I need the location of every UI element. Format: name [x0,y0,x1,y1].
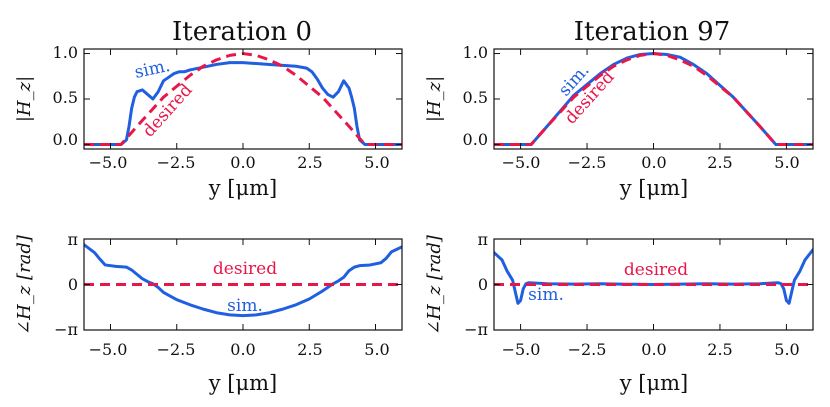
x-tick-label: 5.0 [364,153,389,172]
annotation-desired: desired [213,259,277,279]
annotation-sim: sim. [528,285,564,305]
series-layer [494,248,813,305]
x-tick-label: −2.5 [568,153,607,172]
panel-iteration-0-phase: −5.0 −2.5 0.0 2.5 5.0 −π 0 π y [μm] ∠H_z… [14,230,403,395]
y-tick-label: 1.0 [53,43,78,62]
series-line-sim [84,61,402,146]
panel-title: Iteration 97 [574,17,731,47]
panel-iteration-0-magnitude: Iteration 0 −5.0 −2.5 0.0 2.5 5.0 0.0 0.… [14,17,403,200]
annotation-desired: desired [139,80,197,141]
series-layer [84,243,402,318]
series-line-sim [494,248,813,305]
annotation-desired: desired [624,260,688,280]
tick-layer [84,238,402,331]
annotation-sim: sim. [227,296,263,316]
y-tick-label: 0.5 [53,88,78,107]
y-tick-label: 0 [478,275,488,294]
x-tick-label: −2.5 [157,340,196,359]
y-tick-label: 0.0 [463,130,488,149]
series-layer [494,52,813,146]
x-tick-label: −2.5 [157,153,196,172]
y-tick-label: 0.5 [463,88,488,107]
x-tick-label: 2.5 [297,340,322,359]
series-line-desired [84,52,402,146]
y-tick-label: π [67,230,78,249]
y-axis-label: |H_z| [14,76,35,122]
x-axis-label: y [μm] [208,176,278,200]
y-tick-label: 0 [68,275,78,294]
tick-layer [84,49,402,149]
x-tick-label: 0.0 [230,153,255,172]
x-tick-label: 5.0 [774,340,799,359]
y-tick-label: −π [464,320,488,339]
x-tick-label: −5.0 [502,340,541,359]
x-tick-label: 0.0 [230,340,255,359]
y-tick-label: π [477,230,488,249]
y-tick-label: −π [54,320,78,339]
x-tick-label: 2.5 [707,340,732,359]
x-axis-label: y [μm] [619,371,689,395]
y-axis-label: |H_z| [424,76,445,122]
x-axis-label: y [μm] [208,371,278,395]
panel-title: Iteration 0 [172,17,312,47]
x-tick-label: 2.5 [297,153,322,172]
x-tick-label: −5.0 [89,340,128,359]
y-axis-label: ∠H_z [rad] [14,234,35,335]
y-axis-label: ∠H_z [rad] [424,234,445,335]
panel-iteration-97-magnitude: Iteration 97 −5.0 −2.5 0.0 2.5 5.0 0.0 0… [424,17,814,200]
series-line-sim [84,243,402,318]
y-tick-label: 1.0 [463,43,488,62]
tick-layer [494,49,813,149]
x-tick-label: −2.5 [568,340,607,359]
tick-layer [494,238,813,331]
x-tick-label: −5.0 [89,153,128,172]
panel-iteration-97-phase: −5.0 −2.5 0.0 2.5 5.0 −π 0 π y [μm] ∠H_z… [424,230,814,395]
x-tick-label: 5.0 [364,340,389,359]
x-tick-label: 0.0 [641,153,666,172]
x-tick-label: 5.0 [774,153,799,172]
x-axis-label: y [μm] [619,176,689,200]
series-layer [84,52,402,146]
x-tick-label: 0.0 [641,340,666,359]
x-tick-label: 2.5 [707,153,732,172]
y-tick-label: 0.0 [53,130,78,149]
x-tick-label: −5.0 [502,153,541,172]
